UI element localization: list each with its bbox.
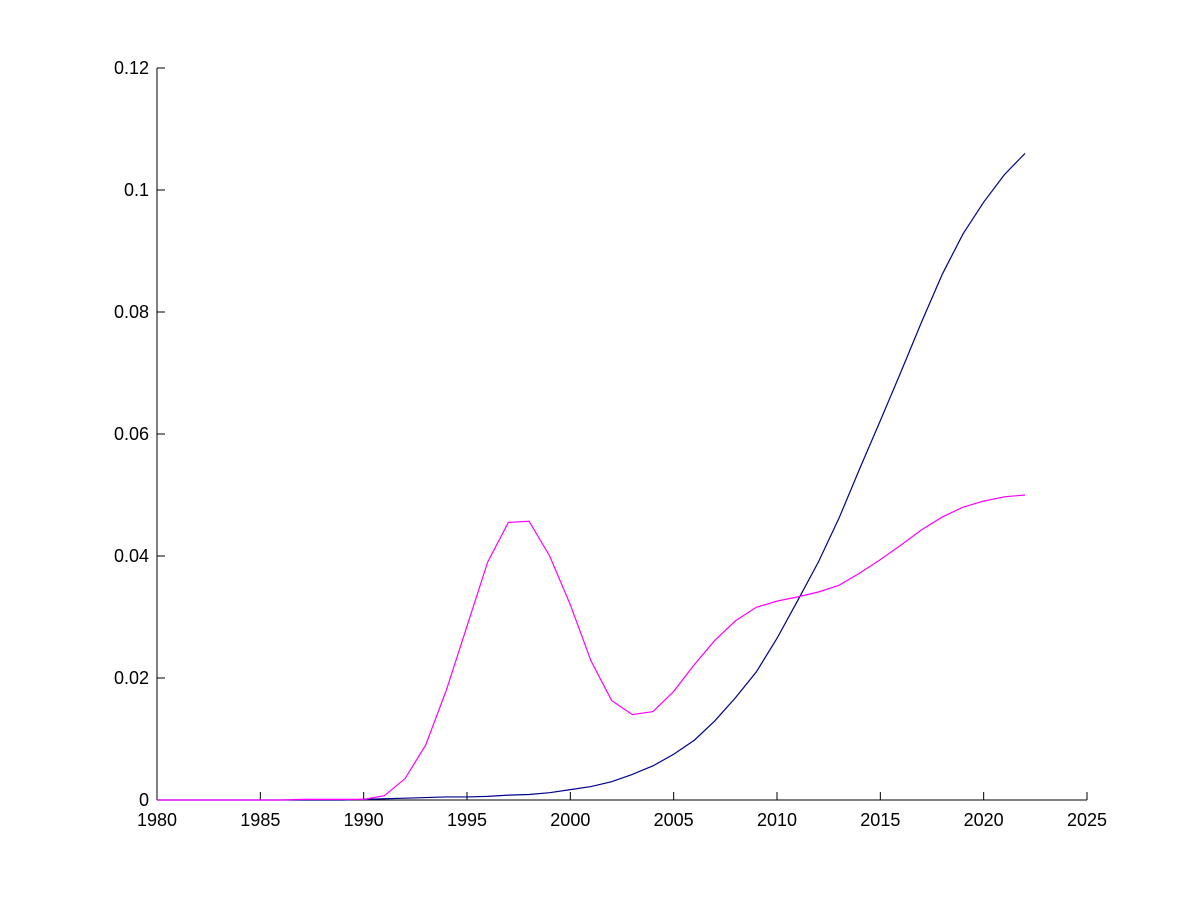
x-tick-label: 1980 [137,810,177,830]
x-tick-label: 2020 [964,810,1004,830]
x-tick-label: 2000 [550,810,590,830]
series-layer [157,152,1026,801]
x-tick-label: 2025 [1067,810,1107,830]
series-line-1 [157,152,1026,801]
x-tick-label: 1990 [344,810,384,830]
y-tick-label: 0.08 [114,302,149,322]
series-line-2 [157,494,1026,801]
x-tick-label: 1985 [240,810,280,830]
x-tick-label: 2010 [757,810,797,830]
y-tick-label: 0.04 [114,546,149,566]
y-tick-label: 0.1 [124,180,149,200]
y-tick-label: 0 [139,790,149,810]
x-tick-label: 2015 [860,810,900,830]
y-tick-label: 0.02 [114,668,149,688]
x-axis-ticks: 1980 1985 1990 1995 2000 2005 2010 2015 2020 2025 [137,792,1107,830]
axes [156,68,1087,801]
y-tick-label: 0.12 [114,58,149,78]
x-tick-label: 2005 [654,810,694,830]
x-tick-label: 1995 [447,810,487,830]
y-tick-label: 0.06 [114,424,149,444]
